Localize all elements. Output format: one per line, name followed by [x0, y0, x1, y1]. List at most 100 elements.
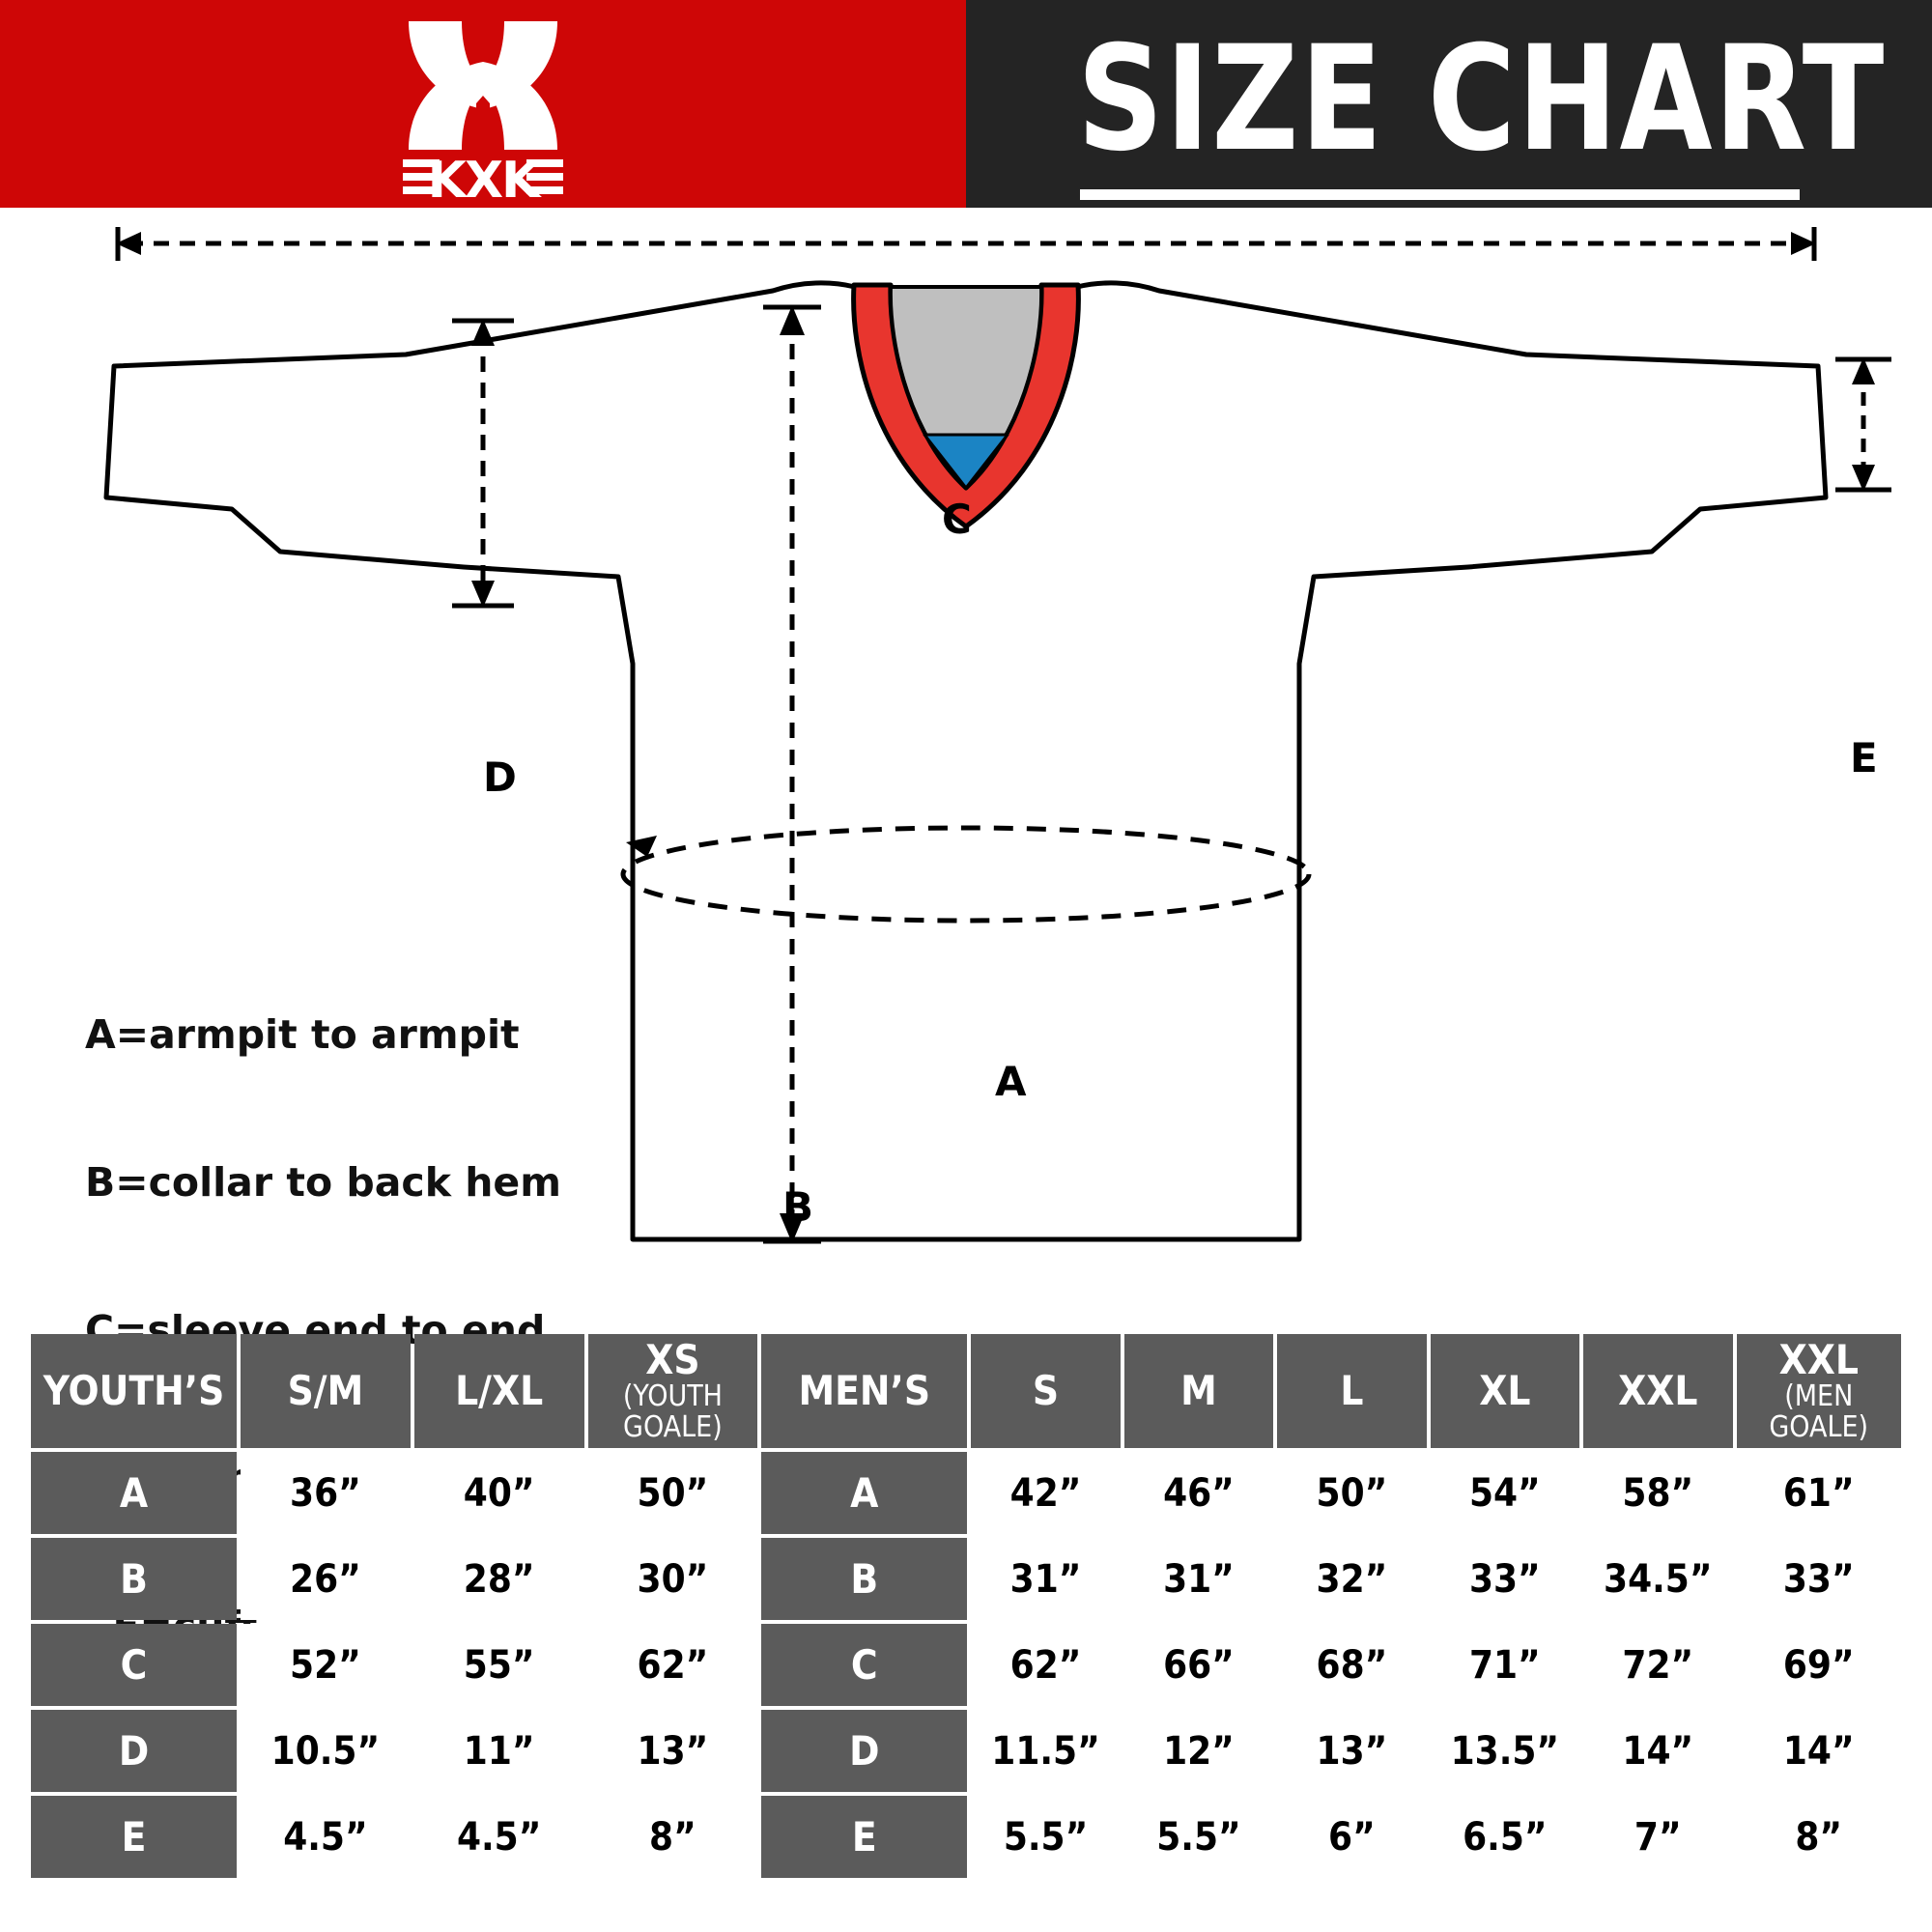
cell-men-xl: 13.5”: [1430, 1710, 1580, 1792]
cell-youth-sm: 52”: [241, 1624, 411, 1706]
cell-men-xl: 54”: [1430, 1452, 1580, 1534]
table-row: D 10.5” 11” 13” D 11.5” 12” 13” 13.5” 14…: [31, 1710, 1901, 1792]
cell-men-l: 68”: [1277, 1624, 1427, 1706]
cell-men-xxl: 14”: [1583, 1710, 1733, 1792]
header-men-xxl: XXL: [1583, 1334, 1733, 1448]
cell-men-xxl-goale: 69”: [1736, 1624, 1901, 1706]
page-header: KXK SIZE CHART: [0, 0, 1932, 208]
row-label-youth: B: [31, 1538, 238, 1620]
dimension-d-arrowhead-top: [471, 319, 495, 346]
header-men-s: S: [971, 1334, 1121, 1448]
row-label-men: D: [761, 1710, 968, 1792]
cell-men-xxl-goale: 61”: [1736, 1452, 1901, 1534]
header-men-xl: XL: [1430, 1334, 1580, 1448]
title-panel: SIZE CHART: [966, 0, 1932, 208]
cell-men-l: 32”: [1277, 1538, 1427, 1620]
cell-youth-sm: 26”: [241, 1538, 411, 1620]
cell-youth-sm: 36”: [241, 1452, 411, 1534]
header-men-m: M: [1123, 1334, 1274, 1448]
row-label-men: A: [761, 1452, 968, 1534]
header-men-l: L: [1277, 1334, 1427, 1448]
cell-men-l: 13”: [1277, 1710, 1427, 1792]
cell-youth-lxl: 4.5”: [413, 1796, 584, 1878]
row-label-youth: D: [31, 1710, 238, 1792]
row-label-youth: C: [31, 1624, 238, 1706]
kxk-logo: KXK: [362, 12, 604, 200]
dimension-b-arrowhead-bottom: [780, 1213, 805, 1243]
cell-youth-sm: 4.5”: [241, 1796, 411, 1878]
cell-men-s: 5.5”: [971, 1796, 1121, 1878]
cell-men-s: 31”: [971, 1538, 1121, 1620]
dimension-label-b: B: [782, 1183, 814, 1231]
header-youth-xs: XS (YOUTH GOALE): [587, 1334, 758, 1448]
legend-line-a: A=armpit to armpit: [85, 1011, 520, 1058]
cell-men-xxl: 72”: [1583, 1624, 1733, 1706]
dimension-label-e: E: [1850, 734, 1878, 781]
jersey-diagram: C D E A B: [0, 208, 1932, 1299]
cell-men-l: 6”: [1277, 1796, 1427, 1878]
header-youth-group: YOUTH’S: [31, 1334, 238, 1448]
cell-men-l: 50”: [1277, 1452, 1427, 1534]
row-label-men: C: [761, 1624, 968, 1706]
dimension-e-arrowhead-top: [1852, 357, 1875, 384]
dimension-c-arrowhead-right: [1791, 232, 1816, 255]
cell-youth-xs: 30”: [587, 1538, 758, 1620]
cell-youth-lxl: 55”: [413, 1624, 584, 1706]
header-men-xxl-goale-sub: (MEN GOALE): [1769, 1379, 1869, 1444]
cell-men-m: 12”: [1123, 1710, 1274, 1792]
cell-men-s: 62”: [971, 1624, 1121, 1706]
page-title: SIZE CHART: [1077, 15, 1887, 184]
dimension-label-c: C: [942, 496, 972, 543]
row-label-men: B: [761, 1538, 968, 1620]
brand-panel: KXK: [0, 0, 966, 208]
cell-youth-xs: 8”: [587, 1796, 758, 1878]
header-men-group: MEN’S: [761, 1334, 968, 1448]
row-label-youth: A: [31, 1452, 238, 1534]
cell-youth-lxl: 40”: [413, 1452, 584, 1534]
table-row: B 26” 28” 30” B 31” 31” 32” 33” 34.5” 33…: [31, 1538, 1901, 1620]
dimension-a-ellipse: [620, 825, 1312, 923]
header-men-xxl-goale-main: XXL: [1778, 1336, 1859, 1383]
title-underline: [1080, 189, 1800, 200]
cell-youth-xs: 62”: [587, 1624, 758, 1706]
cell-men-xxl: 58”: [1583, 1452, 1733, 1534]
header-youth-sm: S/M: [241, 1334, 411, 1448]
dimension-e-arrowhead-bottom: [1852, 465, 1875, 492]
cell-youth-xs: 13”: [587, 1710, 758, 1792]
dimension-d-arrowhead-bottom: [471, 581, 495, 608]
header-youth-xs-sub: (YOUTH GOALE): [622, 1379, 723, 1444]
header-men-xxl-goale: XXL (MEN GOALE): [1736, 1334, 1901, 1448]
cell-youth-lxl: 28”: [413, 1538, 584, 1620]
collar-insert: [923, 433, 1009, 490]
svg-text:KXK: KXK: [428, 152, 542, 200]
cell-men-xl: 33”: [1430, 1538, 1580, 1620]
cell-youth-xs: 50”: [587, 1452, 758, 1534]
cell-men-xxl: 7”: [1583, 1796, 1733, 1878]
dimension-a-arrowhead: [626, 836, 657, 857]
cell-men-xxl-goale: 33”: [1736, 1538, 1901, 1620]
cell-men-xxl-goale: 8”: [1736, 1796, 1901, 1878]
cell-men-s: 42”: [971, 1452, 1121, 1534]
dimension-label-a: A: [995, 1058, 1027, 1105]
page-title-text: SIZE CHART: [1077, 15, 1887, 184]
jersey-silhouette: [103, 280, 1829, 1242]
cell-men-m: 66”: [1123, 1624, 1274, 1706]
row-label-men: E: [761, 1796, 968, 1878]
table-header-row: YOUTH’S S/M L/XL XS (YOUTH GOALE) MEN’S …: [31, 1334, 1901, 1448]
dimension-c-arrow: [115, 227, 1817, 261]
row-label-youth: E: [31, 1796, 238, 1878]
cell-men-xxl: 34.5”: [1583, 1538, 1733, 1620]
cell-men-m: 5.5”: [1123, 1796, 1274, 1878]
header-youth-lxl: L/XL: [413, 1334, 584, 1448]
size-table: YOUTH’S S/M L/XL XS (YOUTH GOALE) MEN’S …: [27, 1330, 1905, 1882]
header-youth-xs-main: XS: [645, 1336, 700, 1383]
cell-men-m: 31”: [1123, 1538, 1274, 1620]
cell-youth-lxl: 11”: [413, 1710, 584, 1792]
cell-men-xxl-goale: 14”: [1736, 1710, 1901, 1792]
dimension-c-arrowhead-left: [116, 232, 141, 255]
legend-line-b: B=collar to back hem: [85, 1159, 561, 1206]
dimension-label-d: D: [483, 753, 517, 801]
cell-men-xl: 71”: [1430, 1624, 1580, 1706]
dimension-b-arrowhead-top: [780, 305, 805, 335]
cell-men-xl: 6.5”: [1430, 1796, 1580, 1878]
